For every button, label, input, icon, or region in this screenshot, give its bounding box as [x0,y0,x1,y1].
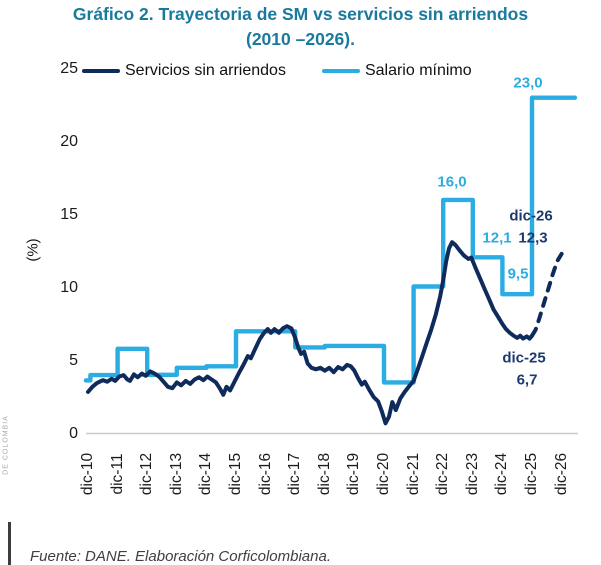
chart-title-line2: (2010 –2026). [246,29,355,49]
annotation-121: 12,1 [482,229,512,247]
annotation-123: 12,3 [518,229,548,247]
annotation-230: 23,0 [513,74,543,92]
legend: Servicios sin arriendos Salario mínimo [82,62,472,80]
salario-minimo-line [83,95,578,385]
legend-label-servicios: Servicios sin arriendos [125,62,286,79]
chart-title-line1: Gráfico 2. Trayectoria de SM vs servicio… [72,4,529,24]
footer-accent-bar [8,522,11,565]
annotation-dic25: dic-25 [502,349,546,367]
annotation-67: 6,7 [516,371,538,389]
legend-label-salario_minimo: Salario mínimo [364,62,472,79]
legend-item-servicios: Servicios sin arriendos [82,62,286,80]
source-caption: Fuente: DANE. Elaboración Corficolombian… [30,548,331,565]
y-tick-label: 5 [69,352,78,369]
watermark-text: DE COLOMBIA [2,415,10,475]
y-tick-label: 10 [60,279,78,296]
y-tick-label: 15 [60,206,78,223]
servicios-line [86,240,534,426]
annotation-dic26: dic-26 [509,207,553,225]
annotation-160: 16,0 [437,173,467,191]
y-tick-label: 20 [60,133,78,150]
legend-swatch-servicios [82,69,120,73]
annotation-95: 9,5 [507,265,529,283]
legend-item-salario_minimo: Salario mínimo [321,62,472,80]
y-tick-label: 0 [69,425,78,442]
servicios-projection-dashed-line [530,251,564,338]
y-tick-label: 25 [60,60,78,77]
legend-swatch-salario_minimo [321,69,360,73]
chart-title: Gráfico 2. Trayectoria de SM vs servicio… [0,2,601,52]
